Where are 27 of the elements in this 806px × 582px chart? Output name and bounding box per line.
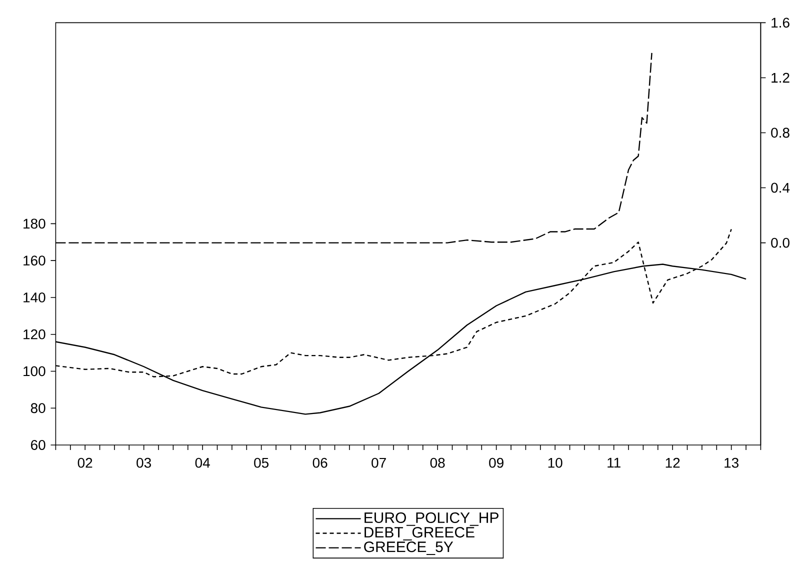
- x-tick-label: 12: [666, 458, 680, 468]
- y2-tick-label: 1.6: [772, 18, 790, 28]
- x-tick-label: 13: [724, 458, 738, 468]
- x-tick-label: 06: [312, 458, 328, 468]
- y2-tick-label: 0.0: [771, 238, 790, 248]
- y-tick-label: 120: [24, 329, 46, 340]
- x-tick-label: 07: [372, 458, 386, 468]
- y-tick-label: 180: [24, 218, 46, 229]
- legend-label: EURO_POLICY_HP: [364, 512, 498, 526]
- y2-tick-label: 0.8: [771, 128, 790, 138]
- legend-label: GREECE_5Y: [364, 542, 454, 555]
- y-tick-label: 100: [24, 366, 46, 376]
- x-tick-label: 03: [136, 458, 151, 468]
- x-tick-label: 02: [78, 458, 92, 468]
- x-tick-label: 10: [548, 458, 562, 468]
- legend-label: DEBT_GREECE: [364, 526, 474, 540]
- y-tick-label: 140: [24, 292, 46, 302]
- y2-tick-label: 1.2: [772, 72, 790, 83]
- y-tick-label: 160: [24, 256, 46, 266]
- x-tick-label: 04: [195, 458, 210, 468]
- x-tick-label: 09: [489, 458, 504, 468]
- y-tick-label: 60: [31, 440, 46, 450]
- y-tick-label: 80: [30, 403, 46, 414]
- x-tick-label: 11: [608, 458, 620, 468]
- y2-tick-label: 0.4: [771, 182, 790, 193]
- x-tick-label: 05: [254, 458, 269, 468]
- x-tick-label: 08: [430, 458, 445, 468]
